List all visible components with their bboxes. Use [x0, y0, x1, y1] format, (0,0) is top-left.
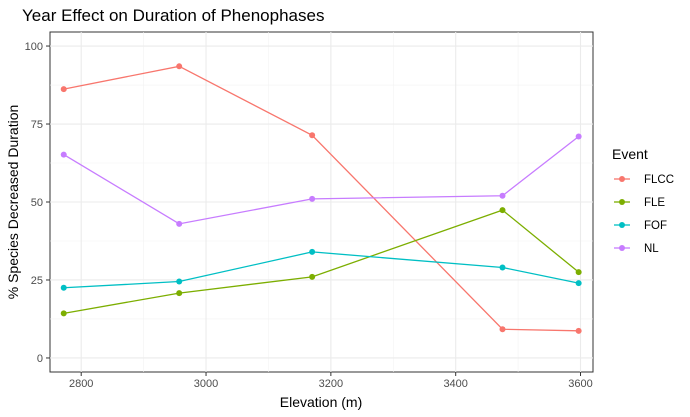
legend-item-fof: FOF [614, 220, 667, 232]
data-point-nl [499, 192, 506, 199]
legend: Event FLCC FLE FOF NL [612, 146, 674, 255]
legend-label: FLCC [644, 174, 674, 186]
y-tick-label: 100 [25, 41, 43, 53]
legend-label: FLE [644, 197, 665, 209]
x-tick-label: 3600 [568, 378, 592, 390]
data-point-flcc [575, 327, 582, 334]
data-point-fle [176, 290, 183, 297]
data-point-nl [176, 220, 183, 227]
data-point-nl [575, 133, 582, 140]
series-layer [60, 63, 582, 334]
series-flcc [60, 63, 582, 334]
legend-item-fle: FLE [614, 197, 665, 209]
x-tick-label: 3200 [319, 378, 343, 390]
series-nl [60, 133, 582, 227]
series-fle [60, 207, 582, 317]
axes: 2800 3000 3200 3400 3600 0 25 50 75 100 [25, 41, 593, 390]
legend-key-point [619, 222, 625, 228]
data-point-flcc [176, 63, 183, 70]
y-tick-label: 25 [31, 275, 43, 287]
legend-label: NL [644, 243, 659, 255]
grid-lines [50, 32, 593, 372]
x-tick-label: 3400 [443, 378, 467, 390]
legend-key-point [619, 176, 625, 182]
y-axis-title: % Species Decreased Duration [5, 105, 21, 300]
legend-title: Event [612, 146, 648, 162]
data-point-flcc [309, 132, 316, 139]
y-tick-label: 50 [31, 197, 43, 209]
data-point-fle [60, 310, 67, 317]
data-point-fof [575, 280, 582, 287]
x-axis-title: Elevation (m) [280, 394, 362, 410]
y-tick-label: 0 [37, 353, 43, 365]
series-fof [60, 248, 582, 291]
x-tick-label: 2800 [69, 378, 93, 390]
legend-item-flcc: FLCC [614, 174, 674, 186]
data-point-fof [309, 248, 316, 255]
data-point-nl [60, 151, 67, 158]
data-point-fof [176, 278, 183, 285]
legend-key-point [619, 245, 625, 251]
x-tick-label: 3000 [194, 378, 218, 390]
data-point-fle [309, 273, 316, 280]
data-point-fof [60, 284, 67, 291]
chart-title: Year Effect on Duration of Phenophases [22, 6, 324, 25]
legend-key-point [619, 199, 625, 205]
legend-label: FOF [644, 220, 667, 232]
legend-item-nl: NL [614, 243, 659, 255]
data-point-nl [309, 195, 316, 202]
y-tick-label: 75 [31, 119, 43, 131]
data-point-fle [575, 269, 582, 276]
data-point-flcc [499, 326, 506, 333]
data-point-fof [499, 264, 506, 271]
data-point-fle [499, 207, 506, 214]
data-point-flcc [60, 86, 67, 93]
